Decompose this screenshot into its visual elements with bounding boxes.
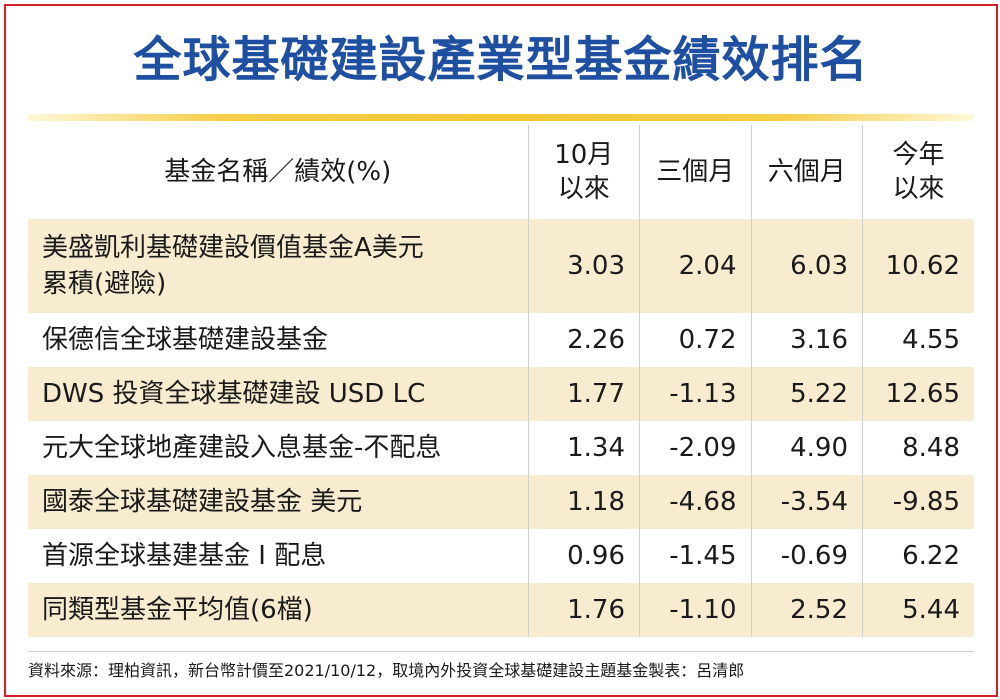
header-three-months: 三個月 [639,125,751,219]
table-row-average: 同類型基金平均值(6檔) 1.76 -1.10 2.52 5.44 [28,583,974,637]
value-since-october: 3.03 [527,219,640,313]
value-six-months: 6.03 [750,219,863,313]
value-since-october: 1.77 [527,367,640,421]
header-since-october: 10月 以來 [527,125,640,219]
fund-name: 同類型基金平均值(6檔) [28,583,528,637]
table-row: 元大全球地產建設入息基金-不配息 1.34 -2.09 4.90 8.48 [28,421,974,475]
header-fund-name: 基金名稱／績效(%) [164,157,392,187]
table-row: 國泰全球基礎建設基金 美元 1.18 -4.68 -3.54 -9.85 [28,475,974,529]
value-six-months: -0.69 [750,529,863,583]
page-title: 全球基礎建設產業型基金績效排名 [133,32,869,88]
fund-name: DWS 投資全球基礎建設 USD LC [28,367,528,421]
value-since-october: 0.96 [527,529,640,583]
value-six-months: 2.52 [750,583,863,637]
fund-name: 首源全球基建基金 I 配息 [42,541,327,571]
value-since-october: 2.26 [527,313,640,367]
value-year-to-date: 5.44 [862,583,974,637]
value-six-months: 5.22 [750,367,863,421]
table-bottom-divider [28,651,974,652]
value-three-months: -1.45 [639,529,751,583]
value-six-months: 3.16 [750,313,863,367]
value-three-months: -1.10 [639,583,751,637]
value-six-months: 4.90 [750,421,863,475]
value-three-months: 2.04 [639,219,751,313]
fund-performance-table: 基金名稱／績效(%) 10月 以來 三個月 六個月 今年 以來 美盛凱利基礎建設… [28,125,974,637]
value-six-months: -3.54 [750,475,863,529]
value-three-months: 0.72 [639,313,751,367]
header-six-months: 六個月 [750,125,863,219]
value-year-to-date: 10.62 [862,219,974,313]
header-year-to-date: 今年 以來 [862,125,974,219]
fund-name: 美盛凱利基礎建設價值基金A美元 累積(避險) [28,219,528,313]
value-year-to-date: 6.22 [862,529,974,583]
value-three-months: -1.13 [639,367,751,421]
value-three-months: -4.68 [639,475,751,529]
value-three-months: -2.09 [639,421,751,475]
value-year-to-date: 4.55 [862,313,974,367]
table-row: 保德信全球基礎建設基金 2.26 0.72 3.16 4.55 [28,313,974,367]
value-since-october: 1.18 [527,475,640,529]
fund-name: 元大全球地產建設入息基金-不配息 [42,433,442,463]
value-year-to-date: 8.48 [862,421,974,475]
chart-frame: 全球基礎建設產業型基金績效排名 基金名稱／績效(%) 10月 以來 三個月 六個… [4,4,998,697]
table-row: 首源全球基建基金 I 配息 0.96 -1.45 -0.69 6.22 [28,529,974,583]
fund-name: 保德信全球基礎建設基金 [42,325,329,355]
table-header-row: 基金名稱／績效(%) 10月 以來 三個月 六個月 今年 以來 [28,125,974,219]
value-since-october: 1.76 [527,583,640,637]
title-underline [28,114,974,121]
value-since-october: 1.34 [527,421,640,475]
value-year-to-date: 12.65 [862,367,974,421]
table-row: 美盛凱利基礎建設價值基金A美元 累積(避險) 3.03 2.04 6.03 10… [28,219,974,313]
source-note: 資料來源：理柏資訊，新台幣計價至2021/10/12，取境內外投資全球基礎建設主… [28,661,745,680]
table-row: DWS 投資全球基礎建設 USD LC 1.77 -1.13 5.22 12.6… [28,367,974,421]
value-year-to-date: -9.85 [862,475,974,529]
fund-name: 國泰全球基礎建設基金 美元 [28,475,528,529]
